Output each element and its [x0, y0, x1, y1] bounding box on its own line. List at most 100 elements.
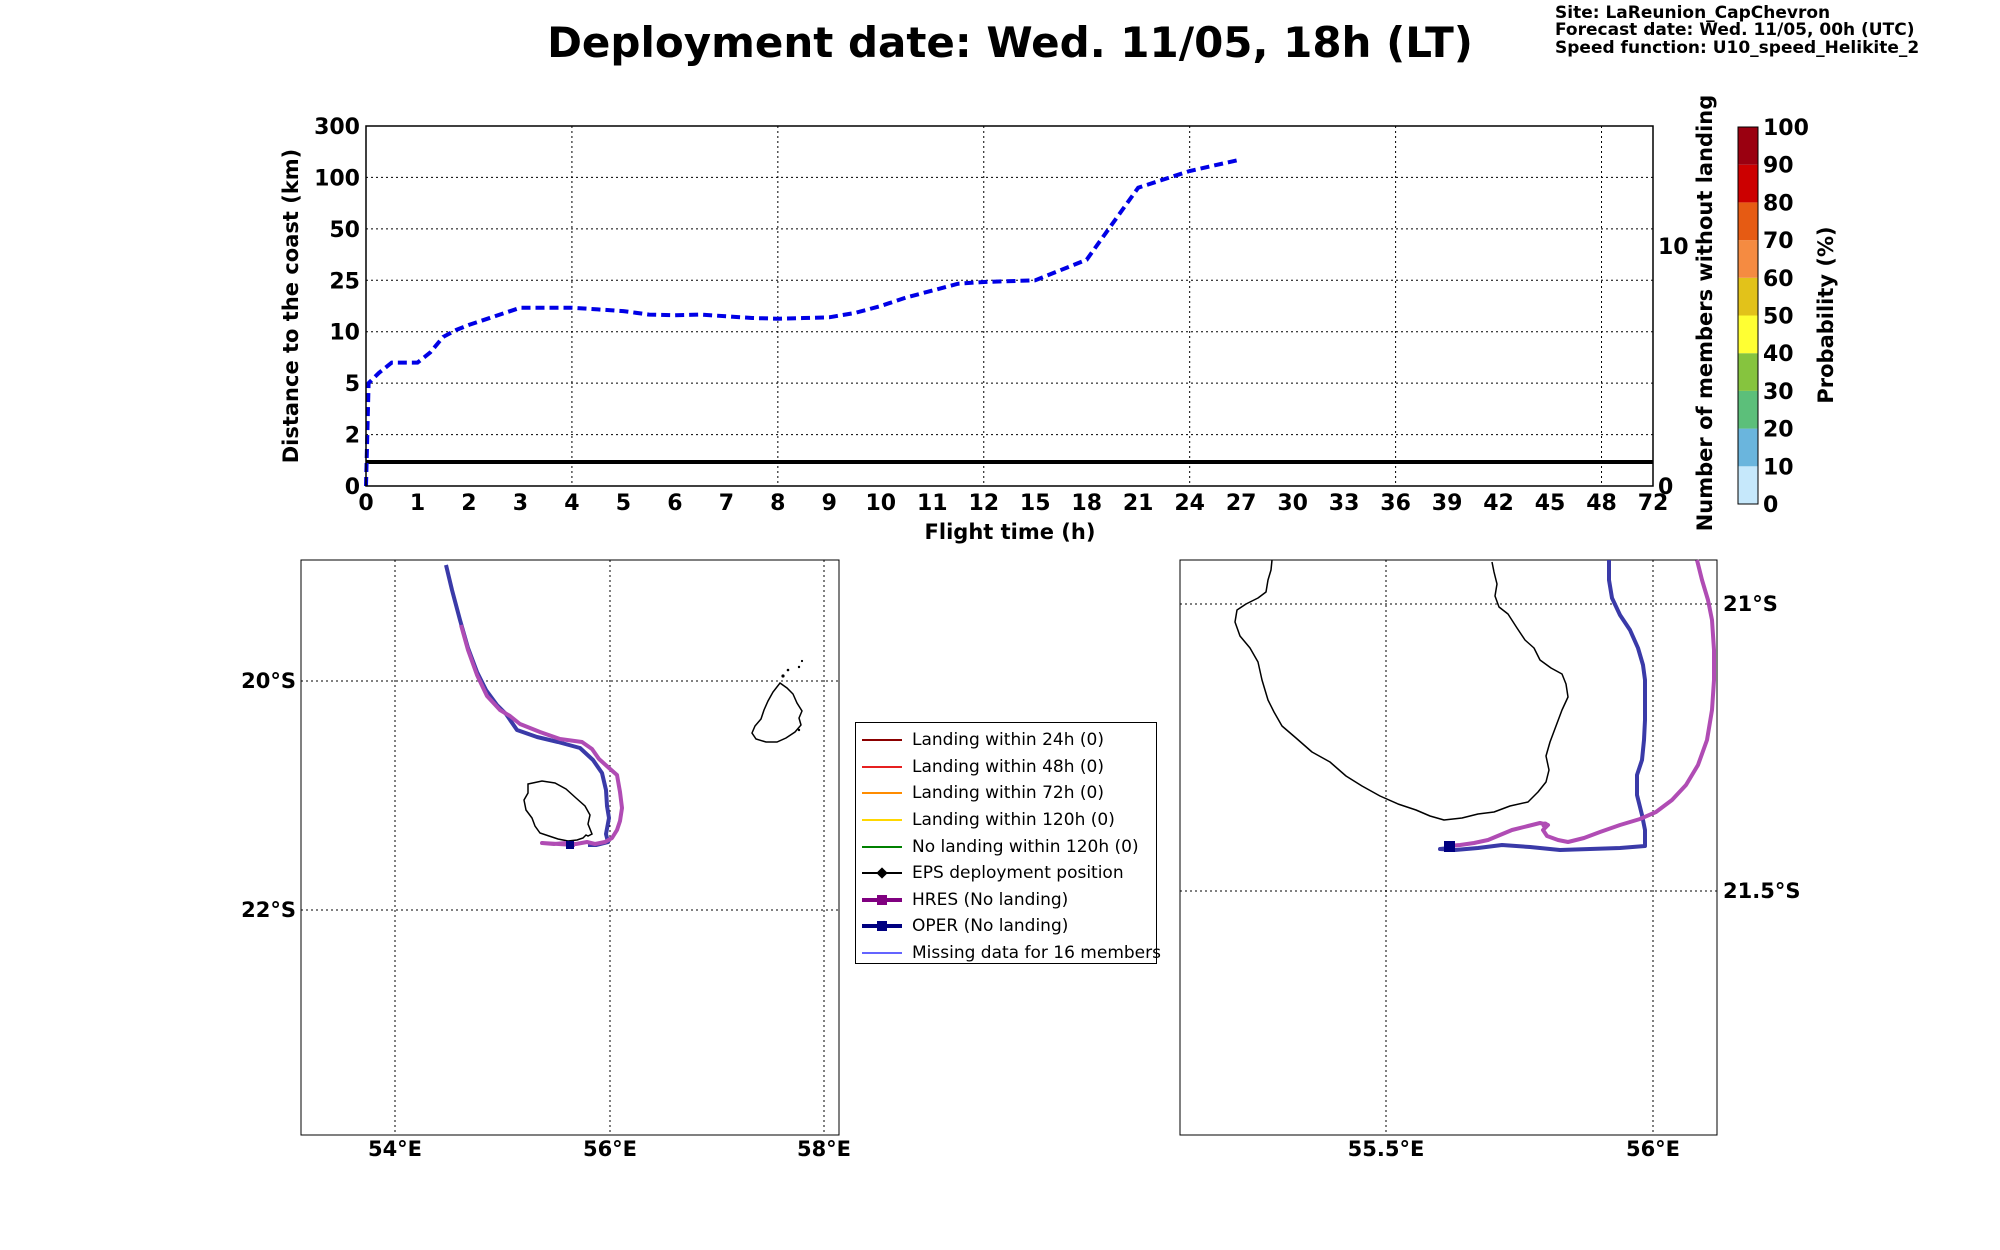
x-tick-label: 9	[822, 491, 837, 516]
legend-label: No landing within 120h (0)	[912, 836, 1139, 857]
left-map: 54°E 56°E 58°E 20°S 22°S	[241, 559, 851, 1161]
x-tick-label: 5	[616, 491, 631, 516]
colorbar-cell	[1738, 428, 1758, 467]
colorbar-cell	[1738, 390, 1758, 429]
x-tick-label: 33	[1329, 491, 1360, 516]
legend-item: Landing within 24h (0)	[862, 727, 1150, 754]
x-tick-label: 72	[1638, 491, 1669, 516]
left-map-y-tick: 20°S	[241, 669, 296, 693]
x-tick-label: 6	[667, 491, 682, 516]
x-tick-label: 36	[1380, 491, 1411, 516]
colorbar-tick-label: 40	[1763, 342, 1794, 367]
distance-line	[364, 157, 1242, 487]
x-tick-label: 18	[1071, 491, 1102, 516]
legend-swatch	[862, 947, 902, 959]
right-map: 55.5°E 56°E 21°S 21.5°S	[1179, 559, 1800, 1161]
colorbar-tick-labels: 0 10 20 30 40 50 60 70 80 90 100	[1763, 116, 1809, 518]
page-title: Deployment date: Wed. 11/05, 18h (LT)	[547, 18, 1473, 67]
colorbar-tick-label: 80	[1763, 191, 1794, 216]
legend-label: OPER (No landing)	[912, 916, 1069, 937]
reunion-coastline	[523, 780, 593, 842]
legend-swatch	[862, 841, 902, 853]
right-map-y-tick: 21°S	[1723, 592, 1778, 616]
legend-item: OPER (No landing)	[862, 913, 1150, 940]
site-info: Site: LaReunion_CapChevron	[1555, 3, 1830, 23]
x-tick-label: 2	[461, 491, 476, 516]
left-oper-deployment-marker	[566, 841, 574, 849]
colorbar-cell	[1738, 164, 1758, 203]
y-tick-label: 25	[329, 269, 360, 294]
legend-label: Landing within 24h (0)	[912, 730, 1105, 751]
colorbar-tick-label: 50	[1763, 305, 1794, 330]
x-tick-label: 12	[968, 491, 999, 516]
colorbar: 0 10 20 30 40 50 60 70 80 90 100 Probability (%)	[1737, 116, 1838, 518]
x-tick-label: 4	[564, 491, 579, 516]
top-chart-frame	[365, 125, 1654, 487]
colorbar-tick-label: 100	[1763, 116, 1809, 141]
y-tick-label: 50	[329, 218, 360, 243]
right-oper-deployment-marker	[1444, 841, 1455, 852]
legend-swatch	[862, 787, 902, 799]
x-tick-label: 8	[770, 491, 785, 516]
colorbar-tick-label: 30	[1763, 380, 1794, 405]
y-tick-label: 2	[345, 424, 360, 449]
legend-item: Missing data for 16 members	[862, 940, 1161, 967]
left-map-x-tick: 56°E	[583, 1137, 637, 1161]
y-tick-label: 0	[345, 475, 360, 500]
legend-item: Landing within 120h (0)	[862, 807, 1150, 834]
distance-chart: 0 1 2 3 4 5 6 7 8 9 10 11 12 15 18 21 24 27 30 33 36 39 42 45 48…	[279, 95, 1717, 544]
x-tick-label: 42	[1483, 491, 1514, 516]
x-tick-label: 24	[1174, 491, 1205, 516]
x-tick-label: 30	[1277, 491, 1308, 516]
x-tick-label: 7	[719, 491, 734, 516]
colorbar-cell	[1738, 127, 1758, 165]
mauritius-coastline	[751, 681, 803, 743]
right-map-grid	[1180, 560, 1717, 1135]
top-x-tick-labels: 0 1 2 3 4 5 6 7 8 9 10 11 12 15 18 21 24 27 30 33 36 39 42 45 48…	[358, 491, 1668, 516]
legend-label: EPS deployment position	[912, 863, 1124, 884]
left-map-grid	[301, 560, 839, 1135]
x-tick-label: 48	[1586, 491, 1617, 516]
x-tick-label: 39	[1432, 491, 1463, 516]
left-map-x-tick: 54°E	[368, 1137, 422, 1161]
legend-swatch	[862, 734, 902, 746]
reunion-zoom-coastline	[1234, 559, 1569, 821]
y2-axis-label: Number of members without landing	[1693, 95, 1717, 532]
y2-tick-label: 0	[1658, 475, 1673, 500]
x-tick-label: 0	[358, 491, 373, 516]
legend-item: Landing within 72h (0)	[862, 780, 1150, 807]
x-tick-label: 15	[1020, 491, 1051, 516]
colorbar-tick-label: 10	[1763, 455, 1794, 480]
legend-label: Landing within 72h (0)	[912, 783, 1105, 804]
legend-swatch	[862, 894, 902, 906]
colorbar-cell	[1738, 353, 1758, 391]
y-tick-label: 300	[314, 115, 360, 140]
legend-swatch	[862, 867, 902, 879]
legend-swatch	[862, 920, 902, 932]
colorbar-cell	[1738, 240, 1758, 278]
x-tick-label: 3	[513, 491, 528, 516]
x-axis-label: Flight time (h)	[925, 520, 1096, 544]
x-tick-label: 21	[1123, 491, 1154, 516]
legend-item: No landing within 120h (0)	[862, 833, 1150, 860]
y2-tick-label: 10	[1658, 235, 1689, 260]
colorbar-tick-label: 70	[1763, 229, 1794, 254]
legend-item: HRES (No landing)	[862, 887, 1150, 914]
legend-label: HRES (No landing)	[912, 889, 1069, 910]
y-tick-label: 100	[314, 166, 360, 191]
right-oper-track	[1438, 560, 1647, 852]
colorbar-tick-label: 60	[1763, 267, 1794, 292]
right-hres-track	[1447, 559, 1716, 848]
colorbar-cell	[1738, 315, 1758, 354]
right-hres-marker	[1541, 821, 1549, 829]
left-map-x-tick: 58°E	[797, 1137, 851, 1161]
colorbar-tick-label: 0	[1763, 493, 1778, 518]
x-tick-label: 27	[1226, 491, 1257, 516]
y-tick-label: 5	[345, 372, 360, 397]
legend-item: EPS deployment position	[862, 860, 1150, 887]
colorbar-cell	[1738, 277, 1758, 316]
y-tick-label: 10	[329, 321, 360, 346]
legend-label: Missing data for 16 members	[912, 943, 1161, 964]
